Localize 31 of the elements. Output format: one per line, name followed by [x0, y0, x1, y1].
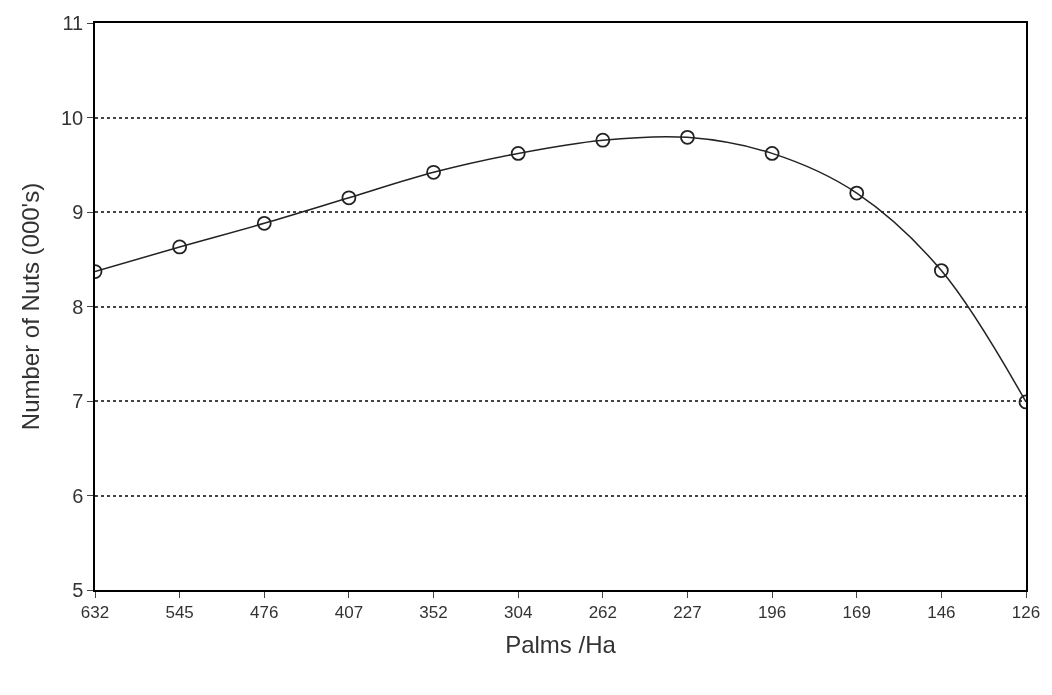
- x-tick-label: 227: [673, 603, 702, 623]
- x-tick-label: 352: [419, 603, 448, 623]
- point: [595, 132, 611, 148]
- y-tick-label: 8: [72, 295, 84, 318]
- y-tick-label: 5: [72, 579, 84, 601]
- y-tick-label: 7: [72, 390, 84, 412]
- point: [341, 190, 357, 206]
- point: [933, 263, 949, 278]
- x-tick-label: 126: [1011, 603, 1041, 623]
- y-tick-label: 6: [72, 484, 84, 507]
- x-tick-label: 196: [757, 603, 787, 623]
- point: [510, 146, 526, 161]
- y-axis-title: Number of Nuts (000's): [16, 182, 44, 431]
- x-tick-label: 476: [250, 603, 279, 623]
- y-tick-label: 9: [72, 201, 84, 223]
- point: [172, 239, 188, 255]
- x-axis-title: Palms /Ha: [505, 630, 617, 658]
- x-tick-label: 304: [503, 603, 533, 623]
- point: [256, 215, 272, 231]
- y-tick-label: 10: [61, 106, 84, 129]
- y-tick-label: 11: [62, 12, 84, 34]
- point: [680, 129, 695, 145]
- x-tick-label: 146: [927, 603, 956, 623]
- x-tick-label: 262: [588, 603, 618, 623]
- x-tick-label: 632: [80, 603, 110, 623]
- x-tick-label: 545: [165, 603, 194, 623]
- point: [426, 164, 441, 180]
- x-tick-label: 169: [842, 603, 871, 623]
- point: [764, 146, 780, 161]
- x-tick-label: 407: [334, 603, 364, 623]
- point: [849, 185, 865, 201]
